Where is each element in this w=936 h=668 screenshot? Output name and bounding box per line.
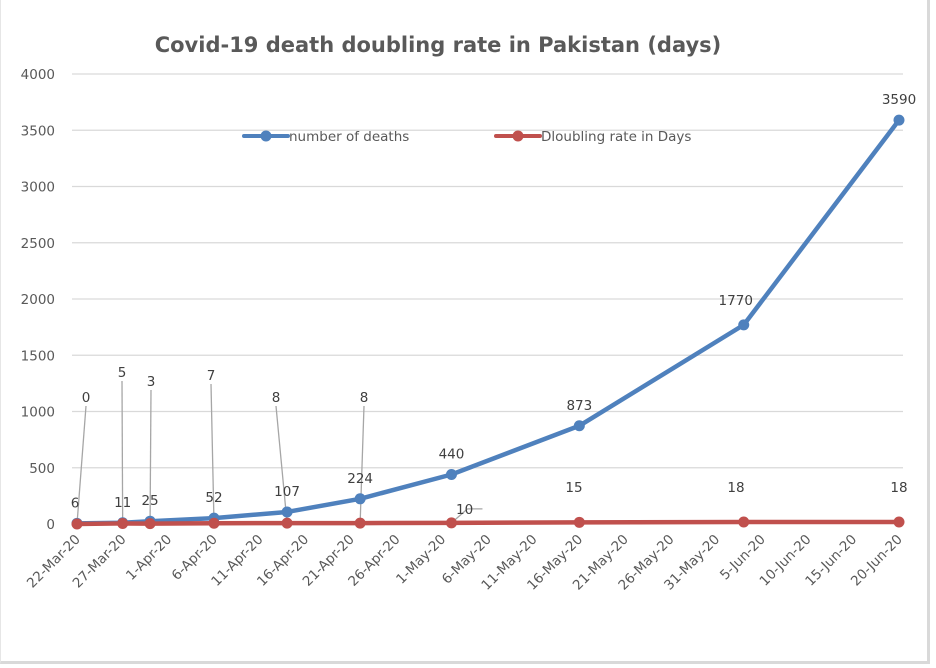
series-group [71, 114, 905, 530]
y-axis: 0 500 1000 1500 2000 2500 3000 3500 4000 [21, 67, 55, 533]
data-point-doubling-rate [117, 517, 129, 529]
data-label-doubling-rate: 15 [565, 480, 582, 496]
data-label-deaths: 3590 [882, 92, 916, 108]
data-label-deaths: 873 [566, 398, 592, 414]
leader-line [451, 508, 483, 524]
data-label-doubling-rate: 7 [207, 368, 216, 384]
data-point-deaths [354, 493, 366, 505]
gridlines [72, 73, 903, 469]
data-point-doubling-rate [738, 516, 750, 528]
legend-marker-doubling-rate [512, 130, 524, 142]
data-point-deaths [738, 319, 750, 331]
y-tick-label: 1500 [21, 348, 55, 364]
data-point-doubling-rate [281, 517, 293, 529]
y-tick-label: 3500 [21, 123, 55, 139]
legend-marker-deaths [260, 130, 272, 142]
legend-label-deaths: number of deaths [289, 129, 409, 145]
data-point-doubling-rate [208, 517, 220, 529]
data-label-deaths: 52 [205, 490, 222, 506]
y-tick-label: 1000 [21, 405, 55, 421]
y-tick-label: 4000 [21, 67, 55, 83]
data-label-doubling-rate: 3 [147, 374, 156, 390]
legend-item-doubling-rate[interactable]: Dloubling rate in Days [494, 129, 691, 145]
data-point-doubling-rate [144, 518, 156, 530]
data-point-deaths [445, 469, 457, 480]
leader-line [275, 405, 288, 524]
data-point-doubling-rate [893, 516, 905, 528]
data-label-doubling-rate: 8 [272, 390, 281, 406]
data-label-deaths: 107 [274, 484, 300, 500]
legend: number of deaths Dloubling rate in Days [242, 129, 691, 145]
legend-item-deaths[interactable]: number of deaths [242, 129, 409, 145]
y-tick-label: 3000 [21, 180, 55, 196]
data-label-deaths: 1770 [719, 293, 753, 309]
data-label-deaths: 25 [141, 493, 158, 509]
y-tick-label: 500 [29, 461, 55, 477]
y-tick-label: 0 [46, 517, 55, 533]
line-doubling-rate [74, 519, 902, 527]
data-point-doubling-rate [573, 516, 585, 528]
data-label-doubling-rate: 0 [82, 390, 91, 406]
data-label-deaths: 440 [439, 447, 465, 463]
data-labels: 6 11 25 52 107 224 440 873 1770 3590 0 5 3 7 8 8 10 15 18 1… [71, 92, 916, 518]
data-point-deaths [893, 114, 905, 126]
data-label-deaths: 11 [114, 495, 131, 511]
legend-label-doubling-rate: Dloubling rate in Days [541, 129, 691, 145]
data-point-doubling-rate [445, 517, 457, 529]
data-label-deaths: 6 [71, 495, 80, 511]
series-doubling-rate [71, 516, 905, 530]
x-axis: 22-Mar-2027-Mar-201-Apr-206-Apr-2011-Apr… [24, 532, 906, 594]
data-label-doubling-rate: 5 [118, 365, 127, 381]
line-deaths [74, 117, 902, 526]
y-tick-label: 2000 [21, 292, 55, 308]
leader-line [121, 380, 124, 524]
data-point-deaths [573, 420, 585, 432]
data-label-doubling-rate: 10 [456, 502, 473, 518]
chart-title: Covid-19 death doubling rate in Pakistan… [155, 33, 722, 57]
data-label-doubling-rate: 18 [890, 480, 907, 496]
leader-line [210, 383, 215, 524]
series-deaths [71, 114, 905, 529]
x-tick-label: 1-Apr-20 [123, 532, 175, 584]
leader-line [359, 405, 365, 524]
data-label-doubling-rate: 18 [727, 480, 744, 496]
data-point-deaths [281, 506, 293, 518]
y-tick-label: 2500 [21, 236, 55, 252]
data-point-doubling-rate [354, 517, 366, 529]
data-label-doubling-rate: 8 [360, 390, 369, 406]
leader-line [76, 405, 87, 525]
leader-line [149, 389, 152, 524]
data-label-deaths: 224 [347, 471, 373, 487]
data-point-doubling-rate [71, 518, 83, 530]
